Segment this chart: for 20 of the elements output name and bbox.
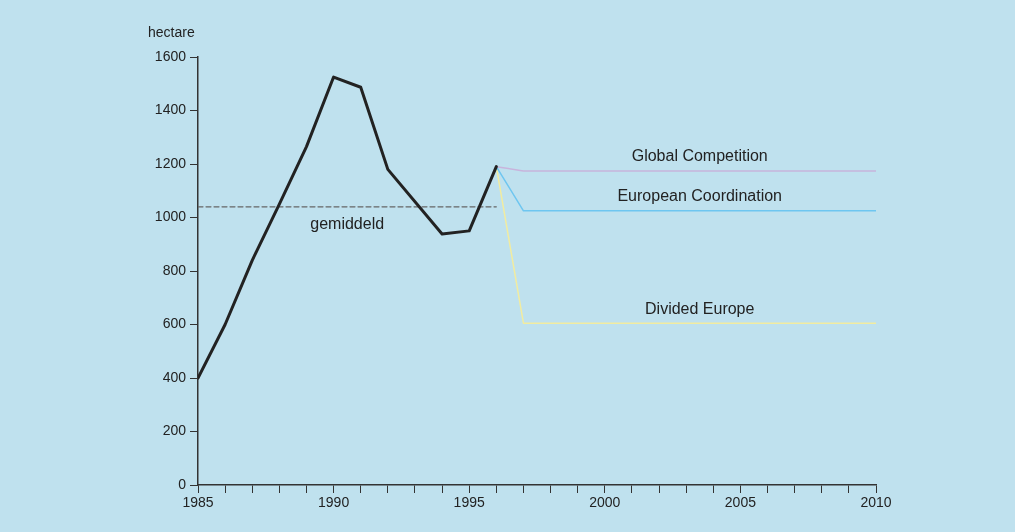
x-tick-label: 2005	[724, 494, 757, 511]
y-tick-label: 200	[162, 422, 187, 439]
y-tick-label: 0	[178, 475, 187, 492]
y-axis-title: hectare	[148, 23, 195, 40]
x-tick-label: 2010	[860, 494, 892, 511]
y-tick-label: 1600	[154, 47, 187, 64]
x-tick-label: 1995	[453, 494, 485, 511]
x-tick-label: 1990	[318, 494, 350, 511]
y-tick-label: 1000	[154, 208, 187, 225]
series-label: Global Competition	[631, 147, 768, 165]
y-tick-label: 600	[162, 315, 187, 332]
y-tick-label: 1400	[154, 101, 187, 118]
series-label: gemiddeld	[310, 215, 385, 233]
y-tick-label: 800	[162, 261, 187, 278]
y-tick-label: 1200	[154, 154, 187, 171]
x-tick-label: 2000	[589, 494, 621, 511]
y-tick-label: 400	[162, 368, 187, 385]
series-label: Divided Europe	[645, 299, 755, 317]
x-tick-label: 1985	[182, 494, 214, 511]
series-label: European Coordination	[617, 187, 782, 205]
